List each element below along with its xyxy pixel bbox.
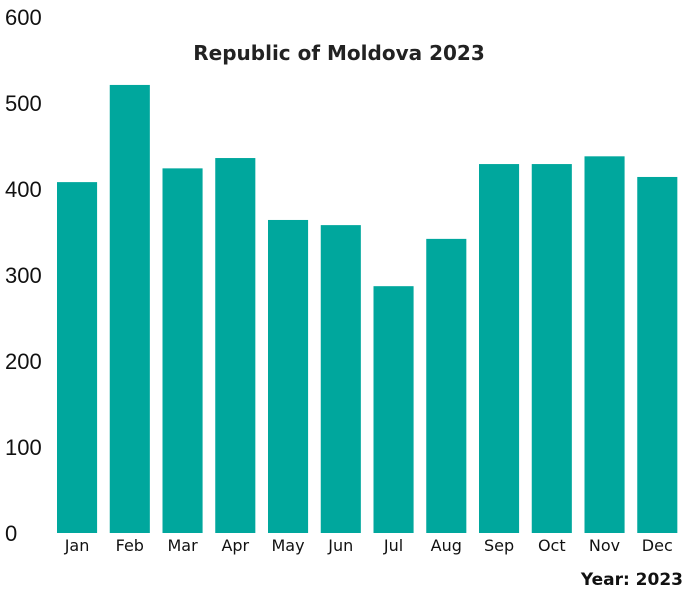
x-tick-label: Apr <box>221 536 249 555</box>
y-tick-label: 300 <box>5 263 42 288</box>
x-tick-label: Aug <box>431 536 462 555</box>
x-axis-ticks: Jan Feb Mar Apr May Jun Jul Aug Sep Oct Nov Dec <box>64 536 673 555</box>
year-note: Year: 2023 <box>580 570 683 590</box>
bar-feb <box>109 84 150 533</box>
bar-jan <box>57 182 98 533</box>
bar-jul <box>373 286 414 533</box>
x-tick-label: Oct <box>538 536 566 555</box>
bar-may <box>268 219 309 533</box>
y-tick-label: 100 <box>5 435 42 460</box>
bar-jun <box>320 225 361 533</box>
bar-mar <box>162 168 203 534</box>
y-tick-label: 600 <box>5 5 42 30</box>
x-tick-label: Jul <box>383 536 403 555</box>
bar-aug <box>426 238 467 533</box>
y-axis-ticks: 0 100 200 300 400 500 600 <box>5 5 42 546</box>
bar-sep <box>479 164 520 533</box>
y-tick-label: 200 <box>5 349 42 374</box>
x-tick-label: Mar <box>167 536 198 555</box>
x-tick-label: Feb <box>116 536 144 555</box>
x-tick-label: May <box>272 536 305 555</box>
chart-title: Republic of Moldova 2023 <box>193 41 484 65</box>
x-tick-label: Jan <box>64 536 90 555</box>
bar-apr <box>215 158 256 534</box>
y-tick-label: 0 <box>5 521 17 546</box>
y-tick-label: 500 <box>5 91 42 116</box>
bars-group <box>57 84 678 534</box>
x-tick-label: Dec <box>642 536 673 555</box>
bar-nov <box>584 156 625 533</box>
x-tick-label: Nov <box>589 536 620 555</box>
x-tick-label: Jun <box>327 536 353 555</box>
x-tick-label: Sep <box>484 536 514 555</box>
y-tick-label: 400 <box>5 177 42 202</box>
bar-dec <box>637 176 678 533</box>
bar-oct <box>531 164 572 533</box>
